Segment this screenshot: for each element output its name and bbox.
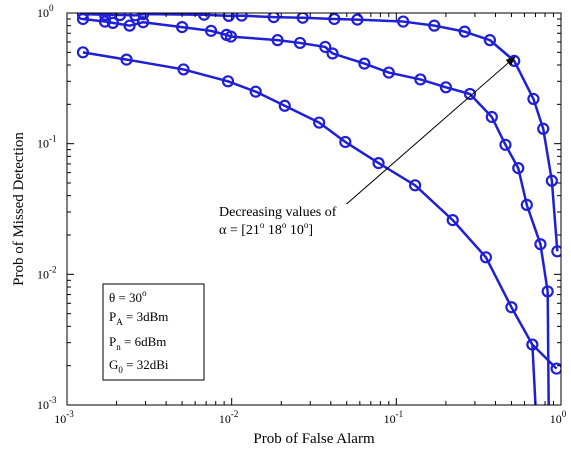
series-marker xyxy=(428,19,441,32)
series-marker xyxy=(483,34,496,47)
tick-layer: 10-3 10-2 10-1 100 10-3 10-2 10-1 100 xyxy=(37,3,567,426)
series-marker xyxy=(545,174,558,187)
param-g0: G0 = 32dBi xyxy=(109,357,169,375)
series-marker xyxy=(224,30,238,43)
series-marker xyxy=(358,57,371,70)
annotation-line-1: Decreasing values of xyxy=(219,205,337,220)
series-marker xyxy=(123,19,136,32)
series-layer xyxy=(76,13,561,405)
series-marker xyxy=(382,66,395,79)
x-tick-label: 10-3 xyxy=(54,409,74,426)
series-line xyxy=(82,51,558,370)
series-line xyxy=(82,17,549,292)
series-marker xyxy=(235,13,248,22)
series-marker xyxy=(129,13,142,22)
series-marker xyxy=(267,13,280,24)
series-marker xyxy=(499,138,512,151)
series-marker xyxy=(485,110,498,124)
series-marker xyxy=(221,75,235,88)
series-marker xyxy=(76,13,90,26)
series-marker xyxy=(296,13,309,24)
series-marker xyxy=(479,251,493,264)
series-marker xyxy=(176,21,189,34)
series-marker xyxy=(397,15,410,28)
series-marker xyxy=(106,16,120,29)
series-marker xyxy=(550,362,561,375)
x-tick-label: 100 xyxy=(550,409,567,426)
y-tick-label: 10-2 xyxy=(37,264,57,281)
series-marker xyxy=(409,179,422,192)
series-marker xyxy=(372,157,385,170)
series-marker xyxy=(120,53,133,66)
plot-frame xyxy=(66,12,562,406)
series-marker xyxy=(328,13,341,26)
series-tail xyxy=(531,344,537,405)
series-marker xyxy=(520,198,533,211)
y-axis-label: Prob of Missed Detection xyxy=(11,132,27,286)
series-marker xyxy=(446,214,459,227)
series-marker xyxy=(512,162,525,175)
param-theta: θ = 30o xyxy=(109,288,147,305)
series-marker xyxy=(458,25,471,38)
x-tick-label: 10-2 xyxy=(219,409,239,426)
x-tick-label: 10-1 xyxy=(384,409,404,426)
y-tick-label: 10-1 xyxy=(37,134,57,151)
series-tail xyxy=(546,291,550,405)
series-marker xyxy=(204,24,218,37)
series-marker xyxy=(551,245,561,258)
series-marker xyxy=(293,36,307,50)
y-tick-label: 100 xyxy=(37,3,54,20)
param-pa: PA = 3dBm xyxy=(109,309,168,327)
series-marker xyxy=(137,13,150,21)
annotation-arrow xyxy=(341,56,516,209)
series-marker xyxy=(439,81,452,94)
x-axis-label: Prob of False Alarm xyxy=(253,431,375,447)
series-marker xyxy=(313,116,326,129)
series-marker xyxy=(534,238,547,251)
series-marker xyxy=(319,40,332,54)
series-marker xyxy=(249,85,262,98)
series-marker xyxy=(197,13,211,21)
series-marker xyxy=(278,99,291,112)
annotation-line-2: α = [21o 18o 10o] xyxy=(219,220,313,238)
series-marker xyxy=(76,46,90,59)
series-marker xyxy=(527,92,540,106)
param-pn: Pn = 6dBm xyxy=(109,334,166,352)
series-marker xyxy=(98,13,112,21)
series-marker xyxy=(505,301,518,314)
series-marker xyxy=(351,13,364,26)
series-marker xyxy=(177,63,190,76)
series-marker xyxy=(113,13,127,22)
series-marker xyxy=(414,73,427,86)
annotation-backdrop xyxy=(214,204,366,240)
series-marker xyxy=(463,87,477,101)
parameter-box xyxy=(102,283,205,381)
series-marker xyxy=(326,47,339,60)
series-marker xyxy=(137,16,150,29)
series-marker xyxy=(537,122,550,135)
series-marker xyxy=(98,15,112,28)
y-tick-label: 10-3 xyxy=(37,395,57,412)
series-marker xyxy=(271,34,284,47)
series-marker xyxy=(339,135,352,149)
